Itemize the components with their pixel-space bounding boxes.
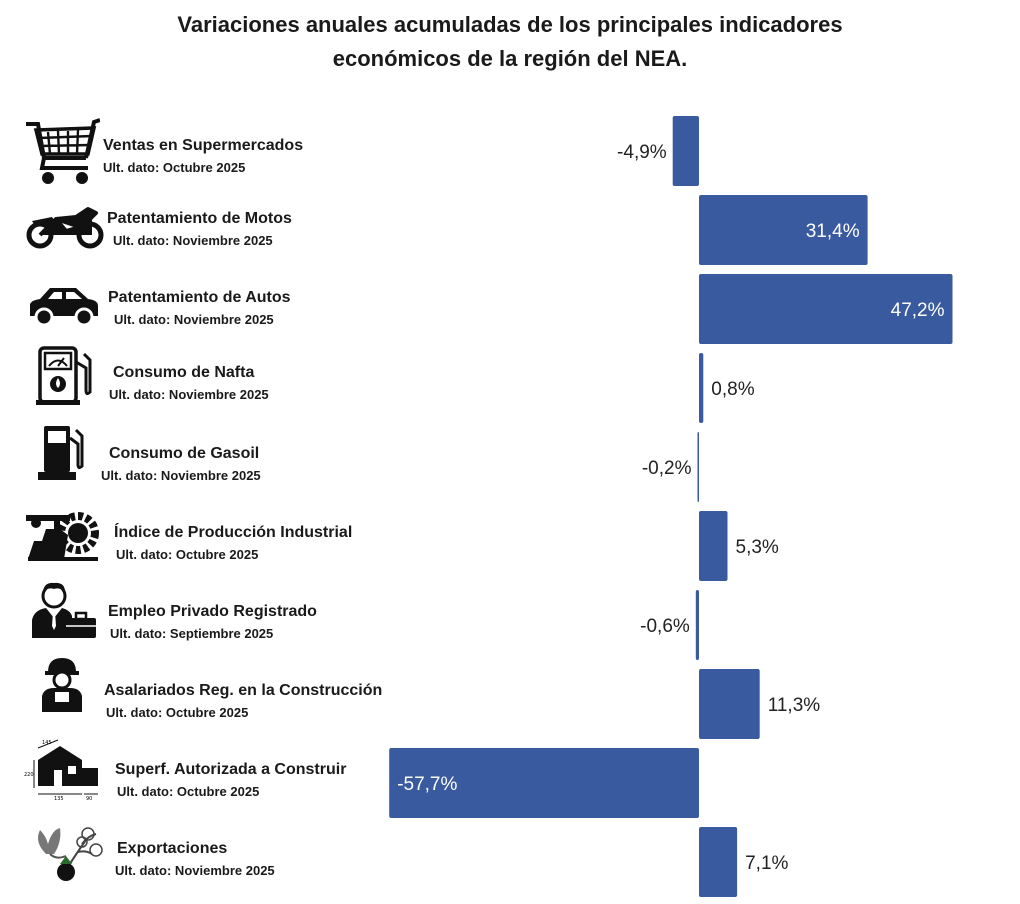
indicator-row: 145 220 135 90 Superf. Autorizada a Construi… (0, 739, 1020, 825)
bar (699, 511, 728, 581)
indicator-name: Ventas en Supermercados (103, 137, 304, 154)
indicator-row: Exportaciones Ult. dato: Noviembre 2025 (0, 824, 1020, 904)
construction-worker-icon (40, 656, 84, 719)
svg-text:145: 145 (42, 740, 52, 746)
bar-value-label: -0,6% (640, 616, 690, 637)
svg-text:220: 220 (24, 772, 34, 778)
house-blueprint-icon: 145 220 135 90 (24, 738, 102, 807)
fuel-gauge-icon (36, 346, 98, 411)
indicator-row: Consumo de Nafta Ult. dato: Noviembre 202… (0, 346, 1020, 430)
chart-title: Variaciones anuales acumuladas de los pr… (0, 8, 1020, 76)
indicator-last-date: Ult. dato: Octubre 2025 (116, 547, 259, 562)
indicator-last-date: Ult. dato: Noviembre 2025 (109, 387, 269, 402)
bar (699, 195, 868, 265)
shopping-cart-icon (24, 118, 101, 193)
indicator-name: Consumo de Gasoil (109, 445, 260, 462)
cotton-plant-icon (26, 820, 104, 889)
bar (699, 669, 760, 739)
indicator-last-date: Ult. dato: Noviembre 2025 (101, 468, 261, 483)
indicator-name: Patentamiento de Autos (108, 289, 291, 306)
bar (672, 116, 699, 186)
indicator-name: Patentamiento de Motos (107, 210, 292, 227)
indicator-row: Índice de Producción Industrial Ult. dato… (0, 508, 1020, 588)
fuel-pump-icon (38, 424, 86, 485)
indicator-last-date: Ult. dato: Noviembre 2025 (115, 863, 275, 878)
car-icon (26, 284, 102, 331)
indicator-row: Patentamiento de Motos Ult. dato: Noviemb… (0, 192, 1020, 272)
svg-text:135: 135 (54, 796, 64, 802)
bar (699, 827, 738, 897)
indicator-last-date: Ult. dato: Octubre 2025 (117, 784, 260, 799)
indicator-row: Empleo Privado Registrado Ult. dato: Sept… (0, 582, 1020, 667)
bar-value-label: -4,9% (617, 142, 667, 163)
indicator-last-date: Ult. dato: Octubre 2025 (106, 705, 249, 720)
bar (695, 590, 699, 660)
bar (699, 353, 704, 423)
indicator-last-date: Ult. dato: Noviembre 2025 (114, 312, 274, 327)
indicator-name: Índice de Producción Industrial (114, 524, 353, 541)
indicator-name: Consumo de Nafta (113, 364, 255, 381)
bar-value-label: 11,3% (768, 695, 821, 716)
chart-title-line-1: Variaciones anuales acumuladas de los pr… (177, 12, 843, 37)
chart-title-line-2: económicos de la región del NEA. (332, 46, 688, 71)
bar-value-label: 31,4% (806, 221, 860, 242)
indicator-row: Asalariados Reg. en la Construcción Ult. … (0, 658, 1020, 746)
bar (389, 748, 699, 818)
bar-value-label: 0,8% (711, 379, 754, 400)
bar-value-label: 7,1% (745, 853, 788, 874)
indicator-row: Consumo de Gasoil Ult. dato: Noviembre 20… (0, 426, 1020, 509)
indicator-name: Empleo Privado Registrado (108, 603, 317, 620)
bar-value-label: 47,2% (891, 300, 945, 321)
indicator-name: Superf. Autorizada a Construir (115, 761, 347, 778)
motorcycle-icon (26, 205, 104, 256)
indicator-last-date: Ult. dato: Noviembre 2025 (113, 233, 273, 248)
bar-value-label: 5,3% (736, 537, 779, 558)
industry-gear-icon (26, 505, 100, 566)
bar (699, 274, 953, 344)
bar (697, 432, 699, 502)
indicator-row: Ventas en Supermercados Ult. dato: Octubr… (0, 113, 1020, 193)
bar-value-label: -0,2% (642, 458, 692, 479)
bar-value-label: -57,7% (397, 774, 457, 795)
businessman-icon (30, 580, 98, 645)
indicator-last-date: Ult. dato: Septiembre 2025 (110, 626, 274, 641)
svg-text:90: 90 (86, 796, 92, 802)
indicator-row: Patentamiento de Autos Ult. dato: Noviemb… (0, 271, 1020, 351)
indicator-name: Exportaciones (117, 840, 228, 857)
indicator-name: Asalariados Reg. en la Construcción (104, 682, 383, 699)
indicator-last-date: Ult. dato: Octubre 2025 (103, 160, 246, 175)
